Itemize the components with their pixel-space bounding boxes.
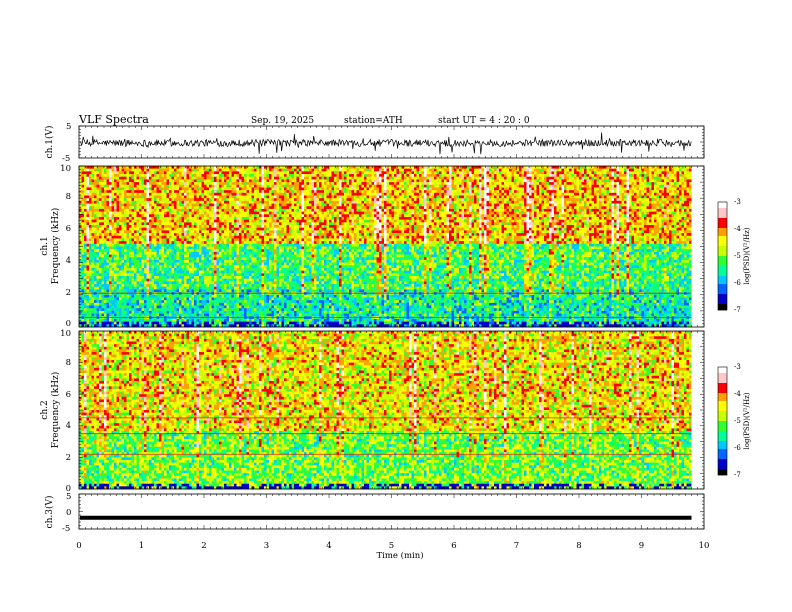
ch1-ytick-2: 2 [66,288,71,298]
ch1-ytick-10: 10 [60,164,71,174]
xtick-3: 3 [264,541,269,551]
ch1-ytick-bottom: -5 [62,154,70,164]
xtick-8: 8 [576,541,581,551]
ch1-cbar-tick-m4: -4 [734,225,741,233]
ch2-cbar-tick-m5: -5 [734,417,741,425]
ch3-ytick-0: 0 [66,508,71,518]
xtick-5: 5 [389,541,394,551]
ch1-cbar-tick-m5: -5 [734,252,741,260]
station-label: station=ATH [344,116,403,126]
x-axis-ticks [78,126,705,529]
ch2-ytick-0: 0 [66,484,71,494]
ch1-waveform-ylabel: ch.1(V) [44,126,55,159]
xtick-6: 6 [451,541,456,551]
ch1-spectrogram-ylabel-freq: Frequency (kHz) [50,208,61,285]
ch2-ytick-10: 10 [60,329,71,339]
ch1-waveform-line [79,132,692,155]
ch1-spectrogram-ylabel-ch: ch.1 [40,236,50,255]
ch1-colorbar-frame [717,201,728,311]
ch2-ytick-4: 4 [66,421,71,431]
x-axis-label: Time (min) [376,550,423,561]
ch3-waveform-ylabel: ch.3(V) [44,496,55,529]
ch2-colorbar-gradient [718,367,727,476]
ch2-spectrogram-ylabel-ch: ch.2 [40,400,50,419]
ch2-cbar-tick-m7: -7 [734,471,741,479]
xtick-4: 4 [326,541,331,551]
ch2-colorbar: -3 -4 -5 -6 -7 log(PSD)(V²/Hz) [717,363,751,479]
start-time-label: start UT = 4 : 20 : 0 [438,116,530,126]
ch2-spectrogram-y-ticks [79,330,704,490]
ch2-cbar-tick-m3: -3 [734,363,741,371]
xtick-7: 7 [514,541,519,551]
figure-title: VLF Spectra [78,113,149,126]
ch1-spectrogram-panel: 0 2 4 6 8 10 ch.1 Frequency (kHz) [40,164,705,329]
ch1-ytick-0: 0 [66,319,71,329]
ch3-waveform-panel: 5 0 -5 ch.3(V) [44,492,705,534]
ch1-y-ticks [79,125,704,159]
xtick-2: 2 [201,541,206,551]
ch3-ytick-5: 5 [66,492,71,502]
ch2-colorbar-label: log(PSD)(V²/Hz) [743,392,751,449]
ch2-colorbar-frame [717,366,728,476]
ch2-spectrogram-image [79,331,704,490]
ch1-cbar-tick-m7: -7 [734,306,741,314]
ch1-spectrogram-y-ticks [79,165,704,328]
ch3-y-ticks [79,493,704,530]
ch2-spectrogram-panel: 0 2 4 6 8 10 ch.2 Frequency (kHz) [40,329,705,494]
ch1-waveform-panel: 5 -5 ch.1(V) [44,122,705,164]
ch2-ytick-8: 8 [66,358,71,368]
ch1-ytick-8: 8 [66,192,71,202]
date-label: Sep. 19, 2025 [251,116,314,126]
ch1-ytick-4: 4 [66,256,71,266]
ch1-ytick-top: 5 [66,122,71,132]
ch1-colorbar: -3 -4 -5 -6 -7 log(PSD)(V²/Hz) [717,198,751,314]
ch2-cbar-tick-m6: -6 [734,444,741,452]
xtick-1: 1 [139,541,144,551]
xtick-0: 0 [76,541,81,551]
ch3-ytick-m5: -5 [62,524,70,534]
ch2-cbar-tick-m4: -4 [734,390,741,398]
ch2-ytick-6: 6 [66,390,71,400]
ch2-ytick-2: 2 [66,453,71,463]
ch3-waveform-frame [78,493,705,530]
ch1-cbar-tick-m3: -3 [734,198,741,206]
xtick-10: 10 [699,541,710,551]
ch1-ytick-6: 6 [66,224,71,234]
ch1-colorbar-label: log(PSD)(V²/Hz) [743,227,751,284]
xtick-9: 9 [639,541,644,551]
ch1-colorbar-gradient [718,202,727,311]
ch2-spectrogram-ylabel-freq: Frequency (kHz) [50,372,61,449]
ch1-spectrogram-image [79,166,704,328]
ch1-cbar-tick-m6: -6 [734,279,741,287]
